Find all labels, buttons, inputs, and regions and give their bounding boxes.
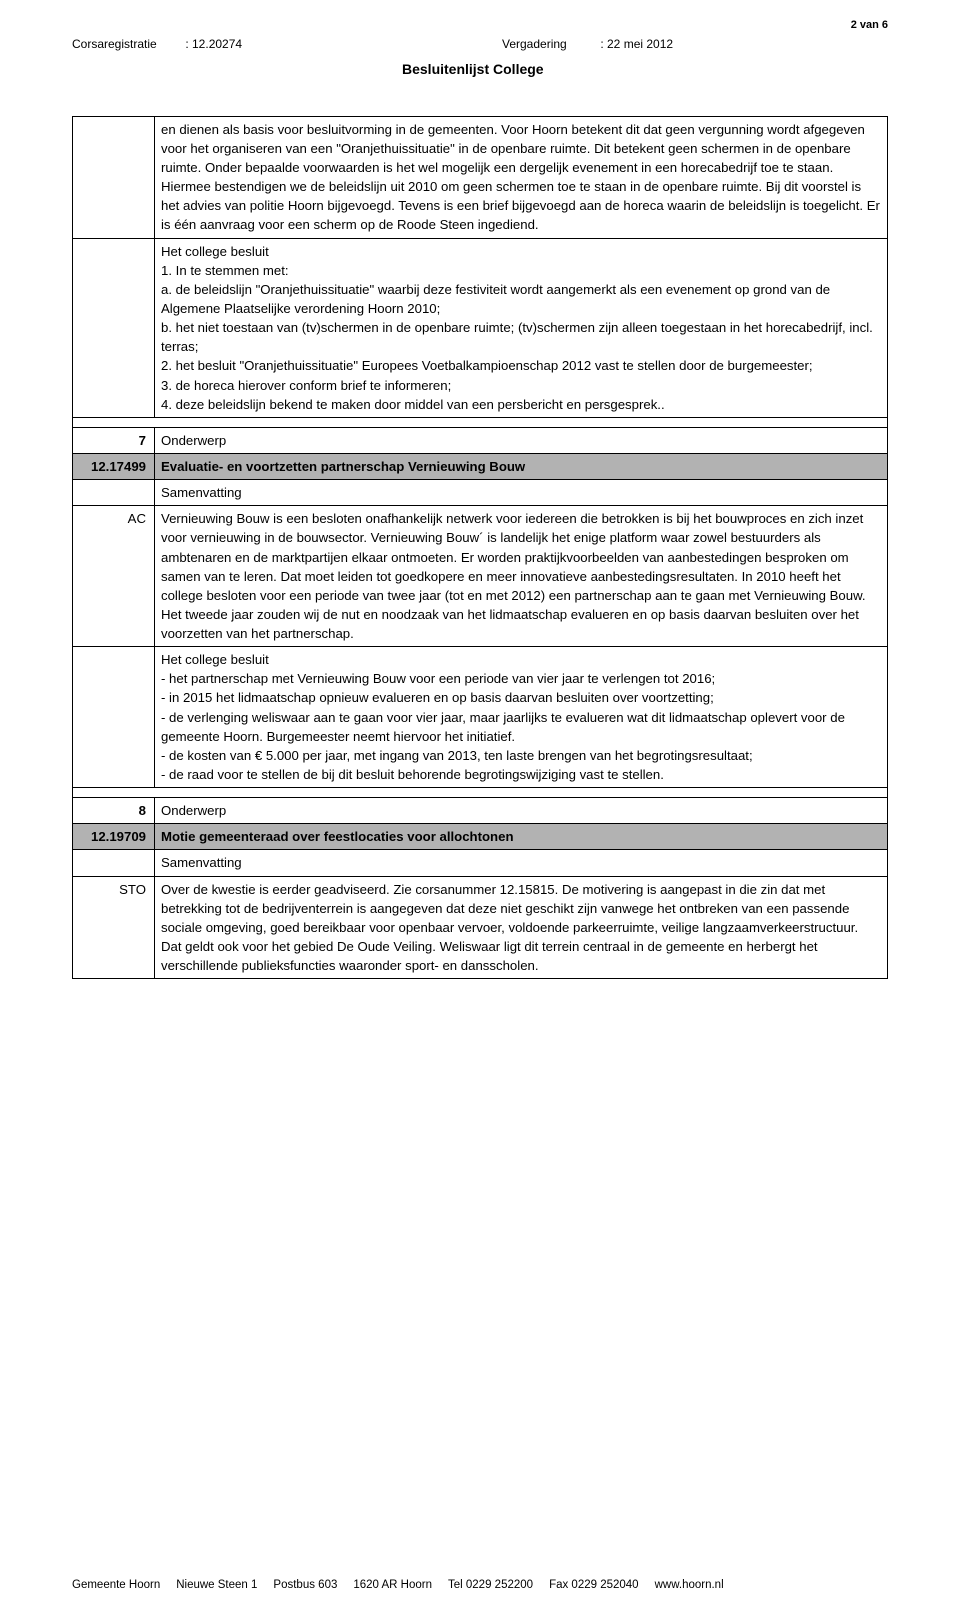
cell-left-empty xyxy=(73,647,155,788)
footer-url: www.hoorn.nl xyxy=(655,1577,724,1594)
footer-postbus: Postbus 603 xyxy=(273,1577,337,1594)
table-row: STO Over de kwestie is eerder geadviseer… xyxy=(73,876,888,979)
besluit-line: - het partnerschap met Vernieuwing Bouw … xyxy=(161,669,881,688)
besluit-line: 3. de horeca hierover conform brief te i… xyxy=(161,376,881,395)
table-row: AC Vernieuwing Bouw is een besloten onaf… xyxy=(73,506,888,647)
footer-tel: Tel 0229 252200 xyxy=(448,1577,533,1594)
table-row: 12.17499 Evaluatie- en voortzetten partn… xyxy=(73,453,888,479)
page-footer: Gemeente Hoorn Nieuwe Steen 1 Postbus 60… xyxy=(72,1577,888,1594)
table-row: 12.19709 Motie gemeenteraad over feestlo… xyxy=(73,824,888,850)
cell-body: Over de kwestie is eerder geadviseerd. Z… xyxy=(155,876,888,979)
besluit-line: 1. In te stemmen met: xyxy=(161,261,881,280)
vergadering-label: Vergadering xyxy=(502,36,597,53)
header-left: Corsaregistratie : 12.20274 xyxy=(72,36,888,53)
item-title: Evaluatie- en voortzetten partnerschap V… xyxy=(155,453,888,479)
table-row: en dienen als basis voor besluitvorming … xyxy=(73,116,888,238)
footer-addr: Nieuwe Steen 1 xyxy=(176,1577,257,1594)
item-number: 7 xyxy=(73,427,155,453)
cell-body: Vernieuwing Bouw is een besloten onafhan… xyxy=(155,506,888,647)
besluit-label: Het college besluit xyxy=(161,650,881,669)
besluit-line: - in 2015 het lidmaatschap opnieuw evalu… xyxy=(161,688,881,707)
spacer-row xyxy=(73,788,888,798)
item-code: 12.17499 xyxy=(73,453,155,479)
cell-left-empty xyxy=(73,480,155,506)
corsa-value: : 12.20274 xyxy=(185,37,242,51)
item-code: 12.19709 xyxy=(73,824,155,850)
footer-fax: Fax 0229 252040 xyxy=(549,1577,639,1594)
header-row: Corsaregistratie : 12.20274 Vergadering … xyxy=(72,36,888,53)
table-row: Het college besluit 1. In te stemmen met… xyxy=(73,238,888,417)
page-container: Corsaregistratie : 12.20274 Vergadering … xyxy=(0,0,960,979)
besluit-line: a. de beleidslijn "Oranjethuissituatie" … xyxy=(161,280,881,318)
spacer-row xyxy=(73,417,888,427)
item-title: Motie gemeenteraad over feestlocaties vo… xyxy=(155,824,888,850)
dept-code: STO xyxy=(73,876,155,979)
besluit-line: 4. deze beleidslijn bekend te maken door… xyxy=(161,395,881,414)
cell-besluit: Het college besluit - het partnerschap m… xyxy=(155,647,888,788)
table-row: Het college besluit - het partnerschap m… xyxy=(73,647,888,788)
header-right: Vergadering : 22 mei 2012 xyxy=(502,36,673,53)
samenvatting-label: Samenvatting xyxy=(155,480,888,506)
cell-left-empty xyxy=(73,850,155,876)
besluit-line: - de kosten van € 5.000 per jaar, met in… xyxy=(161,746,881,765)
table-row: Samenvatting xyxy=(73,850,888,876)
besluit-label: Het college besluit xyxy=(161,242,881,261)
table-row: 8 Onderwerp xyxy=(73,798,888,824)
item-number: 8 xyxy=(73,798,155,824)
onderwerp-label: Onderwerp xyxy=(155,798,888,824)
cell-left-empty xyxy=(73,116,155,238)
cell-besluit: Het college besluit 1. In te stemmen met… xyxy=(155,238,888,417)
besluit-line: b. het niet toestaan van (tv)schermen in… xyxy=(161,318,881,356)
onderwerp-label: Onderwerp xyxy=(155,427,888,453)
besluit-line: - de raad voor te stellen de bij dit bes… xyxy=(161,765,881,784)
decisions-table: en dienen als basis voor besluitvorming … xyxy=(72,116,888,980)
samenvatting-label: Samenvatting xyxy=(155,850,888,876)
dept-code: AC xyxy=(73,506,155,647)
footer-postcode: 1620 AR Hoorn xyxy=(353,1577,432,1594)
besluit-line: 2. het besluit "Oranjethuissituatie" Eur… xyxy=(161,356,881,375)
cell-body: en dienen als basis voor besluitvorming … xyxy=(155,116,888,238)
table-row: 7 Onderwerp xyxy=(73,427,888,453)
cell-left-empty xyxy=(73,238,155,417)
besluit-line: - de verlenging weliswaar aan te gaan vo… xyxy=(161,708,881,746)
vergadering-value: : 22 mei 2012 xyxy=(600,37,673,51)
corsa-label: Corsaregistratie xyxy=(72,36,182,53)
footer-org: Gemeente Hoorn xyxy=(72,1577,160,1594)
document-title: Besluitenlijst College xyxy=(402,59,888,79)
table-row: Samenvatting xyxy=(73,480,888,506)
page-number: 2 van 6 xyxy=(851,18,888,34)
